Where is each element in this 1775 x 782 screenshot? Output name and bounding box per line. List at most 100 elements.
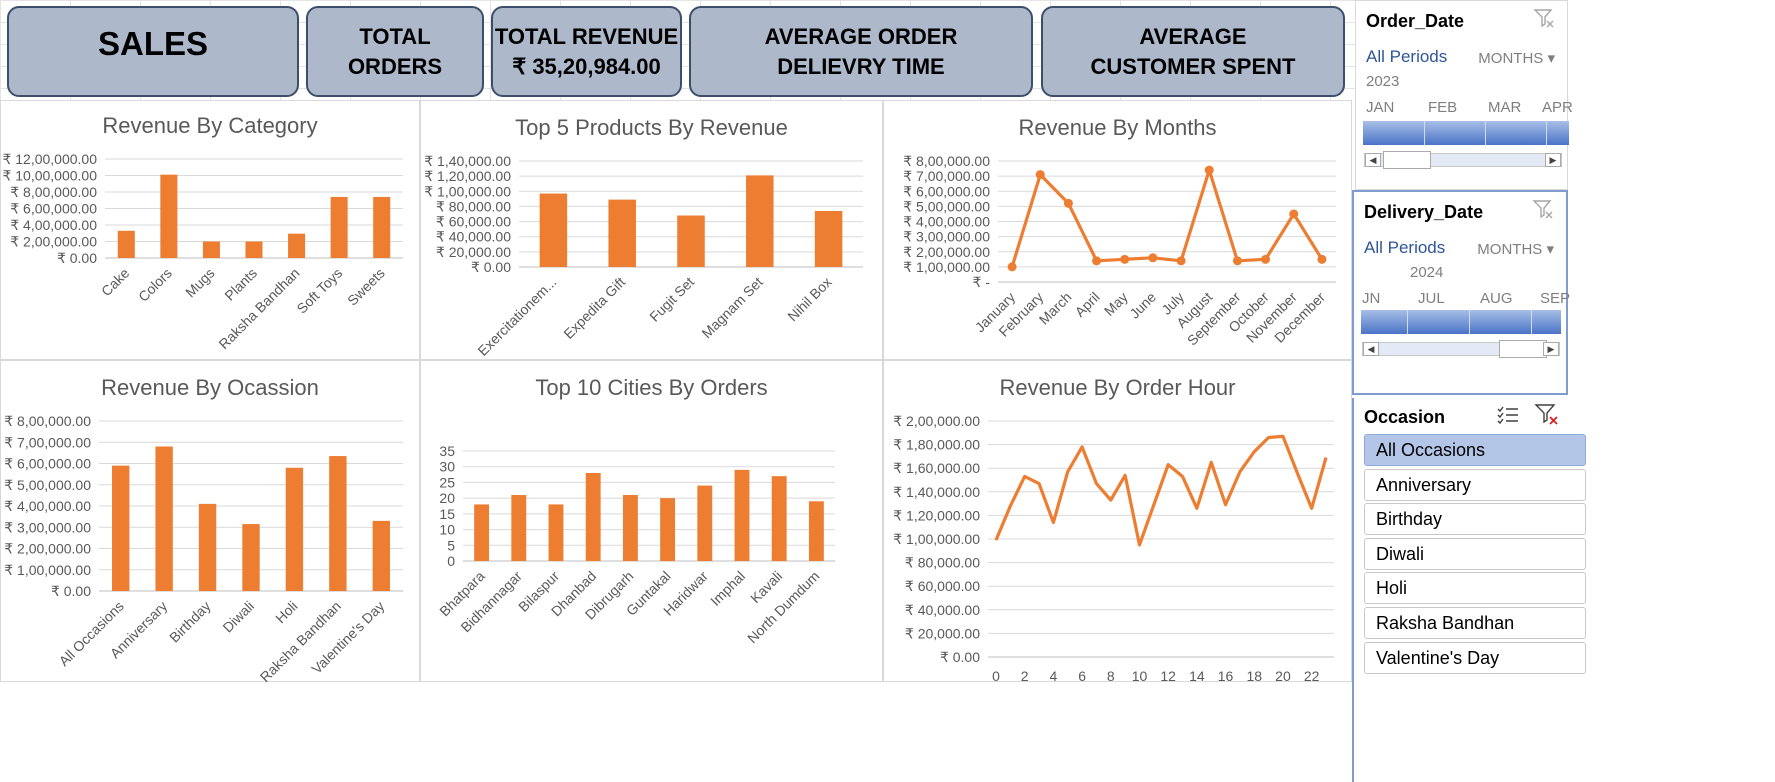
bar[interactable] — [242, 524, 260, 591]
x-tick-label: 20 — [1275, 668, 1291, 684]
bar[interactable] — [677, 215, 705, 267]
delivery-date-level[interactable]: MONTHS ▾ — [1477, 240, 1554, 258]
order-date-level-label: MONTHS — [1478, 50, 1544, 67]
delivery-date-slicer-title: Delivery_Date — [1364, 202, 1484, 222]
series-line[interactable] — [994, 434, 1328, 547]
occasion-item[interactable]: Diwali — [1364, 537, 1586, 570]
occasion-item[interactable]: Raksha Bandhan — [1364, 607, 1586, 639]
occasion-item[interactable]: Valentine's Day — [1364, 641, 1586, 674]
order-date-month-3[interactable]: APR — [1542, 99, 1573, 116]
y-tick-label: ₹ 4,00,000.00 — [903, 214, 990, 230]
x-tick-label: 2 — [1021, 668, 1029, 684]
data-point[interactable] — [1092, 256, 1102, 266]
y-tick-label: ₹ - — [973, 274, 991, 290]
clear-filter-icon[interactable] — [1533, 7, 1555, 29]
bar[interactable] — [117, 230, 135, 258]
delivery-date-timeline-bar[interactable] — [1361, 310, 1561, 334]
y-tick-label: ₹ 7,00,000.00 — [903, 168, 990, 184]
delivery-date-scrollbar[interactable]: ◀ ▶ — [1362, 340, 1560, 358]
bar[interactable] — [585, 473, 601, 561]
chart-svg: ₹ 0.00 ₹ 20,000.00 ₹ 40,000.00 ₹ 60,000.00 ₹… — [893, 413, 1334, 684]
bar[interactable] — [160, 174, 178, 258]
chart-top10-cities[interactable]: Top 10 Cities By Orders 0 5 10 15 20 25 30 35 Bha… — [420, 360, 883, 682]
bar[interactable] — [198, 503, 217, 591]
bar[interactable] — [285, 467, 304, 591]
occasion-item[interactable]: All Occasions — [1364, 434, 1586, 466]
chart-svg: 05101520253035BhatparaBidhannagarBilaspu… — [436, 443, 835, 646]
clear-filter-icon[interactable] — [1534, 402, 1560, 426]
data-point[interactable] — [1176, 256, 1186, 266]
order-date-level[interactable]: MONTHS ▾ — [1478, 49, 1555, 67]
data-point[interactable] — [1204, 165, 1214, 175]
delivery-date-month-2[interactable]: AUG — [1480, 290, 1513, 307]
bar[interactable] — [608, 199, 636, 267]
scroll-right-icon[interactable]: ▶ — [1543, 342, 1559, 356]
chart-top5-products[interactable]: Top 5 Products By Revenue ₹ 0.00 ₹ 20,000.… — [420, 100, 883, 360]
delivery-date-period[interactable]: All Periods — [1364, 238, 1446, 257]
bar[interactable] — [329, 456, 347, 591]
delivery-date-month-0[interactable]: JN — [1362, 290, 1381, 307]
scroll-left-icon[interactable]: ◀ — [1363, 342, 1379, 356]
data-point[interactable] — [1317, 254, 1327, 264]
data-point[interactable] — [1232, 256, 1242, 266]
y-tick-label: ₹ 5,00,000.00 — [4, 477, 91, 493]
delivery-date-slicer[interactable]: Delivery_Date All Periods MONTHS ▾ 2024 … — [1352, 190, 1571, 395]
occasion-item[interactable]: Holi — [1364, 572, 1586, 605]
bar[interactable] — [734, 469, 750, 561]
order-date-month-1[interactable]: FEB — [1428, 99, 1458, 116]
data-point[interactable] — [1148, 253, 1158, 263]
x-tick-label: 4 — [1049, 668, 1057, 684]
bar[interactable] — [112, 465, 130, 591]
occasion-item[interactable]: Birthday — [1364, 503, 1586, 536]
order-date-month-0[interactable]: JAN — [1366, 99, 1395, 116]
bar[interactable] — [771, 476, 787, 561]
chart-revenue-by-occasion[interactable]: Revenue By Ocassion ₹ 0.00 ₹ 1,00,000.00 ₹ … — [0, 360, 420, 685]
kpi-sales-label: SALES — [97, 25, 209, 62]
data-point[interactable] — [1289, 209, 1299, 219]
data-point[interactable] — [1120, 254, 1130, 264]
order-date-slicer[interactable]: Order_Date All Periods MONTHS ▾ 2023 JAN… — [1355, 0, 1573, 190]
order-date-month-2[interactable]: MAR — [1488, 99, 1522, 116]
delivery-date-scroll-thumb[interactable] — [1499, 340, 1547, 358]
bar[interactable] — [288, 233, 306, 258]
chart-revenue-by-hour[interactable]: Revenue By Order Hour ₹ 0.00 ₹ 20,000.00 ₹ … — [883, 360, 1352, 684]
bar[interactable] — [202, 241, 220, 259]
bar[interactable] — [372, 520, 390, 591]
bar[interactable] — [373, 196, 391, 258]
bar[interactable] — [697, 485, 713, 561]
data-point[interactable] — [1063, 198, 1073, 208]
chart-revenue-by-months[interactable]: Revenue By Months ₹ - ₹ 1,00,000.00 ₹ 2,00,… — [883, 100, 1352, 360]
scroll-right-icon[interactable]: ▶ — [1545, 153, 1561, 167]
occasion-item[interactable]: Anniversary — [1364, 468, 1586, 501]
occasion-slicer-title: Occasion — [1364, 407, 1446, 427]
order-date-period[interactable]: All Periods — [1366, 47, 1448, 66]
clear-filter-icon[interactable] — [1532, 198, 1554, 220]
bar[interactable] — [155, 446, 173, 592]
x-tick-label: Plants — [221, 265, 260, 304]
data-point[interactable] — [1007, 262, 1017, 272]
bar[interactable] — [511, 495, 527, 561]
order-date-scrollbar[interactable]: ◀ ▶ — [1364, 151, 1562, 169]
order-date-timeline-bar[interactable] — [1363, 121, 1569, 145]
delivery-date-month-1[interactable]: JUL — [1418, 290, 1445, 307]
order-date-scroll-thumb[interactable] — [1383, 151, 1431, 169]
bar[interactable] — [539, 193, 568, 267]
scroll-left-icon[interactable]: ◀ — [1365, 153, 1381, 167]
delivery-date-month-3[interactable]: SEP — [1540, 290, 1571, 307]
series-line[interactable] — [1010, 168, 1324, 268]
bar[interactable] — [622, 495, 638, 561]
data-point[interactable] — [1261, 254, 1271, 264]
occasion-slicer[interactable]: Occasion All Occasions Anniversary Birthda… — [1352, 398, 1586, 782]
bar[interactable] — [746, 175, 774, 267]
bar[interactable] — [245, 241, 263, 259]
chart-revenue-by-category[interactable]: Revenue By Category ₹ 0.00 ₹ 2,00,000.00 ₹ … — [0, 100, 420, 360]
bar[interactable] — [808, 501, 824, 561]
bar[interactable] — [814, 210, 843, 267]
bar[interactable] — [330, 196, 348, 258]
bar[interactable] — [474, 504, 490, 561]
multi-select-icon[interactable] — [1496, 404, 1520, 426]
bar[interactable] — [660, 498, 676, 561]
x-tick-label: Colors — [135, 265, 175, 305]
data-point[interactable] — [1035, 170, 1045, 180]
bar[interactable] — [548, 504, 564, 561]
